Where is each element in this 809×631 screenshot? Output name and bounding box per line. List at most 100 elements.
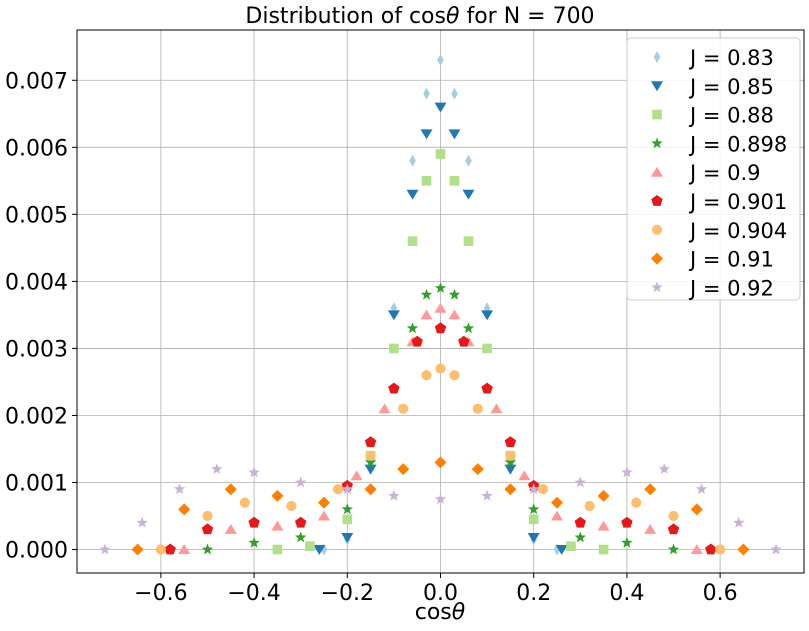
x-tick-label: 0.0 [423, 581, 458, 606]
data-point [202, 510, 213, 522]
data-point [451, 87, 458, 100]
data-point [574, 516, 586, 528]
data-point [551, 510, 564, 521]
data-point [342, 514, 353, 525]
data-point [364, 436, 377, 448]
data-point [411, 335, 423, 347]
data-point [481, 310, 494, 321]
data-point [482, 343, 492, 354]
xlabel-prefix: cos [415, 600, 452, 625]
data-point [555, 545, 568, 555]
data-point [463, 236, 474, 246]
data-point [449, 176, 460, 186]
data-point [448, 288, 461, 300]
data-point [597, 520, 610, 531]
legend-label: J = 0.92 [688, 276, 774, 300]
data-point [621, 466, 633, 478]
data-point [434, 456, 447, 469]
data-point [435, 363, 446, 374]
data-point [528, 503, 540, 515]
data-point [621, 516, 633, 528]
data-point [465, 154, 472, 167]
x-axis-label: cosθ [415, 600, 466, 625]
series-6 [164, 322, 717, 555]
data-point [733, 516, 745, 528]
legend-label: J = 0.898 [688, 132, 787, 156]
data-point [286, 500, 297, 512]
data-point [695, 483, 708, 495]
data-point [527, 532, 540, 543]
data-point [505, 450, 516, 461]
data-point [317, 510, 330, 521]
data-point [136, 516, 148, 528]
data-point [435, 149, 446, 159]
data-point [437, 54, 444, 67]
data-point [644, 483, 657, 496]
legend: J = 0.83 J = 0.85 J = 0.88 J = 0.898 J = 0.9… [626, 37, 801, 301]
data-point [537, 484, 549, 495]
y-tick-label: 0.001 [5, 472, 68, 497]
data-point [584, 500, 595, 512]
y-tick-label: 0.003 [5, 337, 68, 362]
data-point [715, 544, 726, 555]
legend-marker [651, 281, 663, 293]
data-point [407, 236, 418, 246]
data-point [350, 470, 363, 481]
data-point [504, 436, 517, 448]
data-point [248, 466, 260, 478]
data-point [598, 544, 609, 555]
data-point [155, 544, 166, 555]
legend-marker [651, 137, 663, 149]
data-point [504, 464, 517, 475]
data-point [690, 503, 703, 516]
y-tick-label: 0.004 [5, 270, 68, 295]
title-theta: θ [446, 4, 460, 29]
data-point [178, 503, 191, 516]
data-point [667, 523, 680, 535]
data-point [389, 343, 399, 354]
legend-label: J = 0.88 [688, 104, 774, 128]
legend-label: J = 0.901 [688, 190, 787, 214]
x-tick-label: 0.2 [516, 581, 551, 606]
data-point [305, 541, 315, 551]
x-tick-label: −0.4 [227, 581, 280, 606]
data-point [658, 463, 670, 474]
y-tick-label: 0.005 [5, 203, 68, 228]
data-point [737, 543, 750, 556]
data-point [406, 322, 419, 334]
data-point [462, 189, 475, 200]
data-point [481, 382, 493, 394]
data-point [434, 282, 447, 293]
data-point [434, 493, 447, 505]
data-point [434, 302, 447, 313]
data-point [271, 520, 284, 531]
data-point [295, 531, 307, 543]
data-point [332, 484, 344, 495]
data-point [423, 87, 430, 100]
data-point [448, 129, 461, 140]
data-point [481, 489, 493, 501]
data-point [388, 489, 400, 501]
legend-marker [651, 81, 663, 92]
data-point [271, 489, 284, 502]
series-2 [313, 102, 568, 555]
data-point [364, 456, 377, 468]
data-point [574, 476, 586, 488]
data-point [667, 543, 680, 555]
data-point [341, 503, 353, 515]
series-9 [99, 463, 782, 555]
legend-label: J = 0.9 [688, 161, 761, 185]
data-point [471, 463, 484, 476]
data-point [398, 403, 409, 414]
data-point [597, 489, 610, 502]
data-point [178, 544, 191, 555]
data-point [434, 322, 447, 334]
y-tick-label: 0.002 [5, 404, 68, 429]
data-point [434, 102, 447, 113]
data-point [528, 514, 539, 525]
data-point [317, 496, 330, 509]
series-layer [99, 54, 782, 556]
data-point [566, 541, 576, 551]
data-point [490, 403, 503, 414]
